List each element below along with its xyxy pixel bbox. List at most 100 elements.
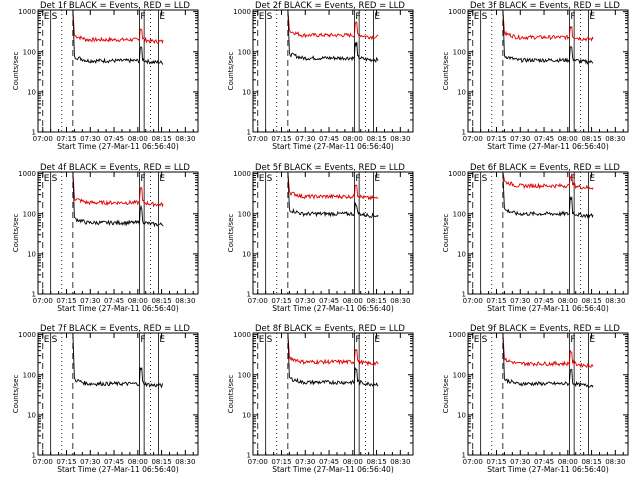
- detector-panel-1: Det 1f BLACK = Events, RED = LLD 1 10 100 10…: [12, 1, 199, 151]
- x-tick-label: 08:30: [390, 297, 410, 305]
- events-series-line: [287, 171, 379, 219]
- y-axis-label: Counts/sec: [442, 214, 450, 253]
- y-tick-label: 100: [238, 48, 251, 56]
- plot-frame: [252, 9, 414, 133]
- x-axis-label: Start Time (27-Mar-11 06:56:40): [487, 465, 609, 474]
- panel-title: Det 3f BLACK = Events, RED = LLD: [470, 1, 620, 11]
- lld-series-line: [502, 171, 594, 190]
- marker-label: E: [474, 335, 480, 345]
- y-axis-label: Counts/sec: [227, 214, 235, 253]
- x-tick-label: 08:00: [128, 135, 148, 143]
- y-tick-label: 1000: [448, 8, 466, 16]
- y-tick-label: 1: [32, 129, 36, 137]
- marker-label: F: [355, 12, 360, 22]
- x-tick-label: 07:45: [319, 135, 339, 143]
- x-tick-label: 07:30: [510, 135, 530, 143]
- panel-title: Det 7f BLACK = Events, RED = LLD: [40, 324, 190, 334]
- lld-series-line: [502, 332, 594, 369]
- x-tick-label: 08:30: [605, 135, 625, 143]
- y-tick-label: 100: [238, 210, 251, 218]
- y-tick-label: 10: [457, 88, 466, 96]
- y-tick-label: 1: [32, 291, 36, 299]
- plot-frame: [467, 9, 629, 133]
- x-tick-label: 08:00: [558, 458, 578, 466]
- marker-label: S: [482, 174, 488, 184]
- y-axis-label: Counts/sec: [12, 375, 20, 414]
- marker-label: E: [259, 12, 265, 22]
- y-tick-label: 1000: [448, 170, 466, 178]
- marker-label: F: [570, 335, 575, 345]
- x-tick-label: 08:00: [128, 297, 148, 305]
- marker-label: F: [355, 174, 360, 184]
- x-axis-label: Start Time (27-Mar-11 06:56:40): [272, 142, 394, 151]
- x-tick-label: 07:00: [33, 135, 53, 143]
- x-axis-label: Start Time (27-Mar-11 06:56:40): [487, 142, 609, 151]
- detector-panel-8: Det 8f BLACK = Events, RED = LLD 1 10 100 10…: [227, 324, 414, 474]
- x-tick-label: 08:15: [151, 135, 171, 143]
- x-tick-label: 08:15: [366, 297, 386, 305]
- plot-frame: [37, 9, 199, 133]
- x-axis-label: Start Time (27-Mar-11 06:56:40): [487, 304, 609, 313]
- marker-label: S: [482, 335, 488, 345]
- x-axis-label: Start Time (27-Mar-11 06:56:40): [272, 304, 394, 313]
- panel-title: Det 2f BLACK = Events, RED = LLD: [255, 1, 405, 11]
- y-tick-label: 100: [453, 371, 466, 379]
- y-tick-label: 100: [23, 48, 36, 56]
- x-tick-label: 07:45: [534, 135, 554, 143]
- y-tick-label: 10: [27, 250, 36, 258]
- x-tick-label: 08:30: [605, 297, 625, 305]
- detector-panel-9: Det 9f BLACK = Events, RED = LLD 1 10 100 10…: [442, 324, 629, 474]
- events-series-line: [502, 9, 594, 65]
- marker-label: E: [374, 174, 380, 184]
- x-tick-label: 07:30: [80, 297, 100, 305]
- x-tick-label: 07:30: [510, 458, 530, 466]
- x-tick-label: 08:00: [558, 297, 578, 305]
- y-tick-label: 10: [27, 88, 36, 96]
- x-tick-label: 07:00: [33, 297, 53, 305]
- marker-label: F: [140, 12, 145, 22]
- x-tick-label: 08:00: [558, 135, 578, 143]
- x-axis-label: Start Time (27-Mar-11 06:56:40): [57, 142, 179, 151]
- marker-label: F: [140, 174, 145, 184]
- marker-label: E: [374, 335, 380, 345]
- panel-title: Det 5f BLACK = Events, RED = LLD: [255, 163, 405, 173]
- y-axis-label: Counts/sec: [12, 214, 20, 253]
- plot-frame: [467, 171, 629, 295]
- panel-title: Det 9f BLACK = Events, RED = LLD: [470, 324, 620, 334]
- y-tick-label: 100: [23, 371, 36, 379]
- y-tick-label: 1: [462, 291, 466, 299]
- y-tick-label: 1: [462, 452, 466, 460]
- x-tick-label: 08:15: [581, 458, 601, 466]
- x-tick-label: 07:30: [295, 458, 315, 466]
- events-series-line: [287, 9, 379, 63]
- x-tick-label: 07:45: [104, 297, 124, 305]
- lld-series-line: [287, 9, 379, 41]
- lld-series-line: [72, 171, 164, 208]
- marker-label: E: [159, 335, 165, 345]
- lld-series-line: [287, 332, 379, 367]
- x-tick-label: 07:30: [295, 297, 315, 305]
- y-tick-label: 1000: [18, 170, 36, 178]
- marker-label: E: [589, 174, 595, 184]
- x-tick-label: 07:30: [80, 135, 100, 143]
- x-tick-label: 07:15: [486, 458, 506, 466]
- y-tick-label: 10: [242, 411, 251, 419]
- x-tick-label: 08:00: [343, 458, 363, 466]
- x-tick-label: 08:15: [151, 297, 171, 305]
- plot-frame: [252, 332, 414, 456]
- events-series-line: [502, 171, 594, 219]
- marker-label: S: [267, 335, 273, 345]
- marker-label: S: [52, 174, 58, 184]
- x-tick-label: 08:30: [390, 135, 410, 143]
- marker-label: S: [267, 174, 273, 184]
- plot-frame: [252, 171, 414, 295]
- y-tick-label: 1000: [18, 8, 36, 16]
- panel-title: Det 4f BLACK = Events, RED = LLD: [40, 163, 190, 173]
- lld-series-line: [502, 9, 594, 42]
- marker-label: E: [259, 174, 265, 184]
- y-tick-label: 1: [247, 129, 251, 137]
- marker-label: E: [589, 12, 595, 22]
- marker-label: S: [267, 12, 273, 22]
- detector-panel-6: Det 6f BLACK = Events, RED = LLD 1 10 100 10…: [442, 163, 629, 313]
- y-tick-label: 10: [242, 88, 251, 96]
